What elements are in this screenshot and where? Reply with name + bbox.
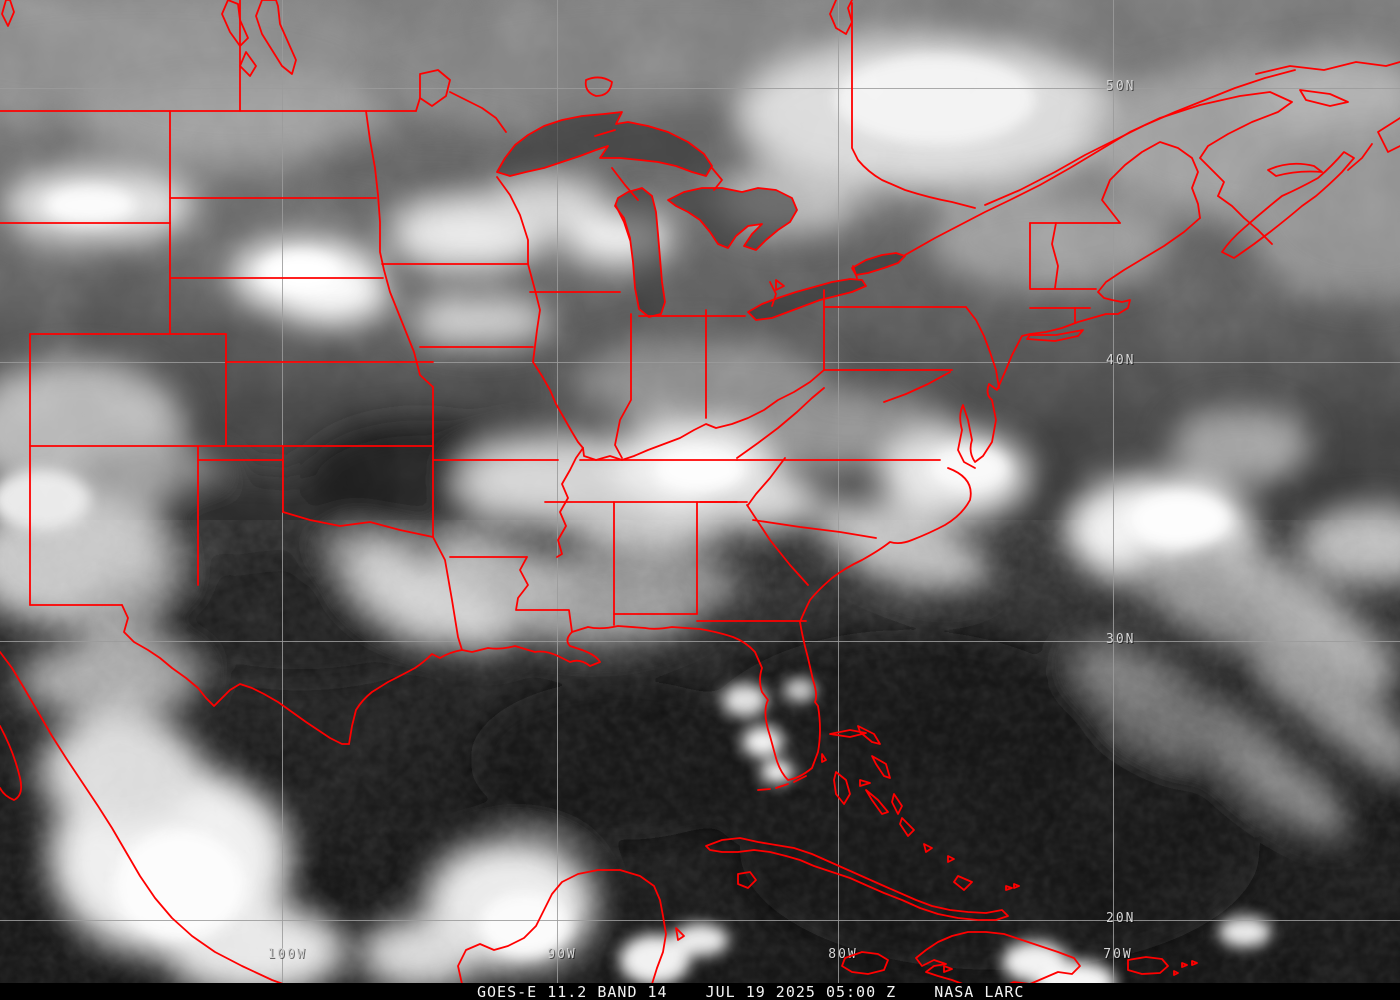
latitude-label-50N: 50N xyxy=(1106,79,1136,94)
caption-bar: GOES-E 11.2 BAND 14 JUL 19 2025 05:00 Z … xyxy=(0,983,1400,1000)
gridline-20N xyxy=(0,920,1400,921)
latitude-label-30N: 30N xyxy=(1106,632,1136,647)
gridline-30N xyxy=(0,641,1400,642)
caption-timestamp: JUL 19 2025 05:00 Z xyxy=(705,982,897,1000)
longitude-label-80W: 80W xyxy=(828,947,858,962)
gridline-40N xyxy=(0,362,1400,363)
longitude-label-100W: 100W xyxy=(267,947,307,962)
gridline-90W xyxy=(557,0,558,984)
gridline-50N xyxy=(0,88,1400,89)
longitude-label-90W: 90W xyxy=(547,947,577,962)
gridline-70W xyxy=(1113,0,1114,984)
gridline-80W xyxy=(838,0,839,984)
latitude-label-40N: 40N xyxy=(1106,353,1136,368)
caption-credit: NASA LARC xyxy=(934,982,1025,1000)
longitude-label-70W: 70W xyxy=(1103,947,1133,962)
caption-product: GOES-E 11.2 BAND 14 xyxy=(477,982,668,1000)
latitude-label-20N: 20N xyxy=(1106,911,1136,926)
